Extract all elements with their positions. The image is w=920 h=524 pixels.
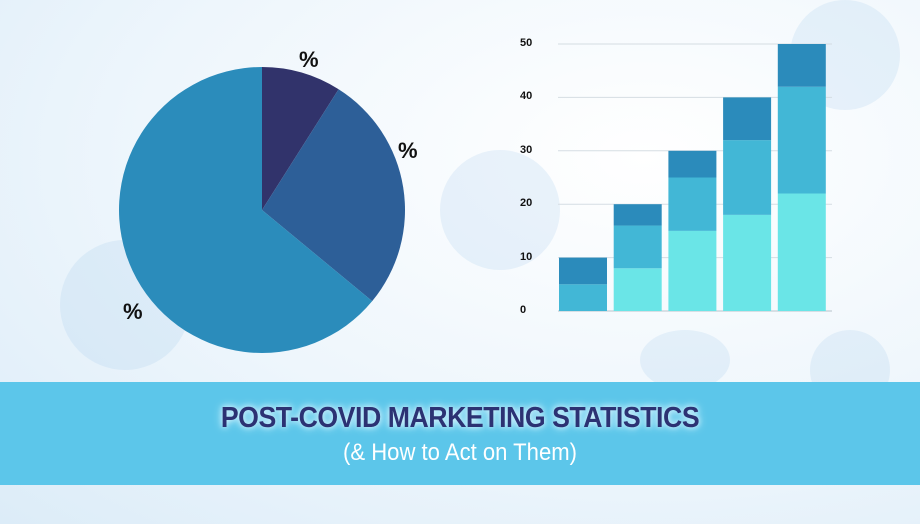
bar-chart-svg xyxy=(558,43,832,312)
y-tick-label: 0 xyxy=(520,304,527,316)
pie-slice xyxy=(119,66,373,353)
pie-slice xyxy=(262,89,406,302)
bar-segment xyxy=(613,204,662,226)
background-virus-decoration xyxy=(440,150,560,270)
pie-chart-svg xyxy=(119,66,406,353)
bar-segment xyxy=(668,177,717,231)
pie-label-3: % xyxy=(123,299,143,324)
bar-segment xyxy=(559,284,607,311)
bar-group xyxy=(723,97,772,311)
bar-group xyxy=(777,44,826,311)
bar-segment xyxy=(777,193,826,311)
y-tick-label: 30 xyxy=(520,143,533,156)
title-banner: POST-COVID MARKETING STATISTICS (& How t… xyxy=(0,382,920,485)
y-tick-label: 50 xyxy=(520,37,533,49)
bar-segment xyxy=(668,230,717,311)
bar-segment xyxy=(723,214,772,311)
stacked-bar-chart: 0 10 20 30 40 50 xyxy=(520,30,840,330)
bar-segment xyxy=(723,97,772,141)
bar-group xyxy=(613,204,662,311)
pie-slice xyxy=(262,67,339,210)
page-title: POST-COVID MARKETING STATISTICS xyxy=(220,402,700,434)
bar-segment xyxy=(777,86,826,194)
bar-segment xyxy=(723,140,772,215)
y-tick-label: 40 xyxy=(520,90,533,103)
y-tick-label: 20 xyxy=(520,197,533,210)
bar-segment xyxy=(613,268,662,311)
bar-segment xyxy=(559,257,607,285)
pie-label-1: % xyxy=(299,47,319,72)
y-tick-label: 10 xyxy=(520,250,533,263)
bar-segment xyxy=(668,150,717,178)
page-subtitle: (& How to Act on Them) xyxy=(343,439,577,466)
bar-segment xyxy=(777,44,826,87)
bar-group xyxy=(559,257,607,311)
pie-chart: % % % xyxy=(0,0,460,380)
background-virus-decoration xyxy=(640,330,730,390)
bar-segment xyxy=(613,225,662,269)
bar-group xyxy=(668,150,717,311)
pie-label-2: % xyxy=(398,138,418,163)
